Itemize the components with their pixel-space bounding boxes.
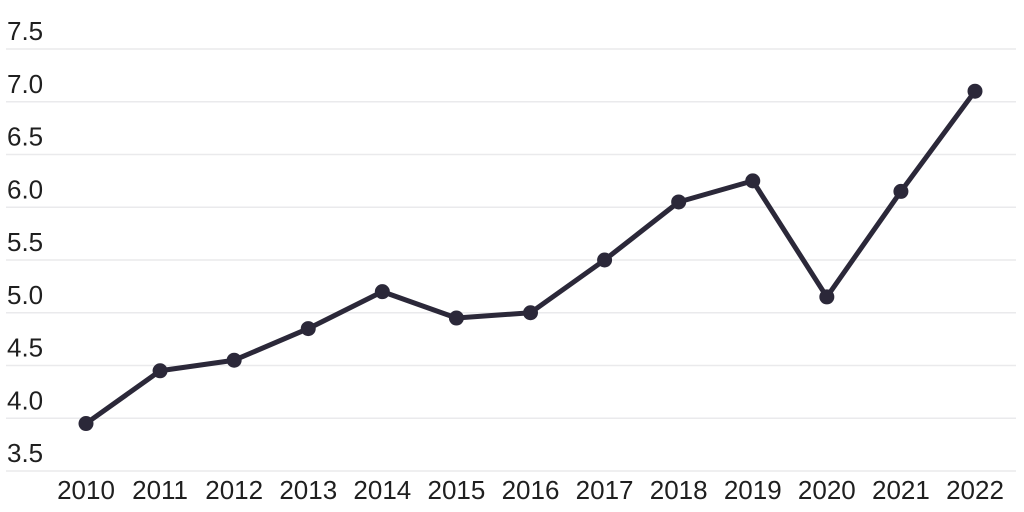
y-tick-label: 4.0 xyxy=(7,385,43,415)
data-point-marker xyxy=(671,194,687,210)
x-tick-label: 2017 xyxy=(576,475,634,505)
data-point-marker xyxy=(967,83,983,99)
data-point-marker xyxy=(745,173,761,189)
data-point-marker xyxy=(893,183,909,199)
y-tick-label: 5.5 xyxy=(7,227,43,257)
data-point-marker xyxy=(597,252,613,268)
data-point-marker xyxy=(78,416,94,432)
x-tick-label: 2014 xyxy=(353,475,411,505)
x-tick-label: 2013 xyxy=(279,475,337,505)
x-tick-label: 2011 xyxy=(132,475,188,505)
x-tick-label: 2016 xyxy=(502,475,560,505)
data-point-marker xyxy=(448,310,464,326)
x-tick-label: 2012 xyxy=(205,475,263,505)
y-tick-label: 3.5 xyxy=(7,438,43,468)
y-tick-label: 4.5 xyxy=(7,333,43,363)
data-point-marker xyxy=(152,363,168,379)
x-tick-label: 2020 xyxy=(798,475,856,505)
x-tick-label: 2018 xyxy=(650,475,708,505)
y-tick-label: 5.0 xyxy=(7,280,43,310)
data-point-marker xyxy=(374,284,390,300)
x-tick-label: 2022 xyxy=(946,475,1004,505)
y-tick-label: 7.5 xyxy=(7,16,43,46)
data-point-marker xyxy=(300,321,316,337)
data-point-marker xyxy=(226,352,242,368)
x-tick-label: 2019 xyxy=(724,475,782,505)
line-series xyxy=(83,88,978,427)
x-tick-label: 2010 xyxy=(57,475,115,505)
y-tick-label: 6.5 xyxy=(7,122,43,152)
y-tick-label: 6.0 xyxy=(7,174,43,204)
x-tick-label: 2021 xyxy=(872,475,930,505)
x-tick-label: 2015 xyxy=(427,475,485,505)
data-point-marker xyxy=(819,289,835,305)
data-point-marker xyxy=(523,305,538,321)
y-tick-label: 7.0 xyxy=(7,69,43,99)
